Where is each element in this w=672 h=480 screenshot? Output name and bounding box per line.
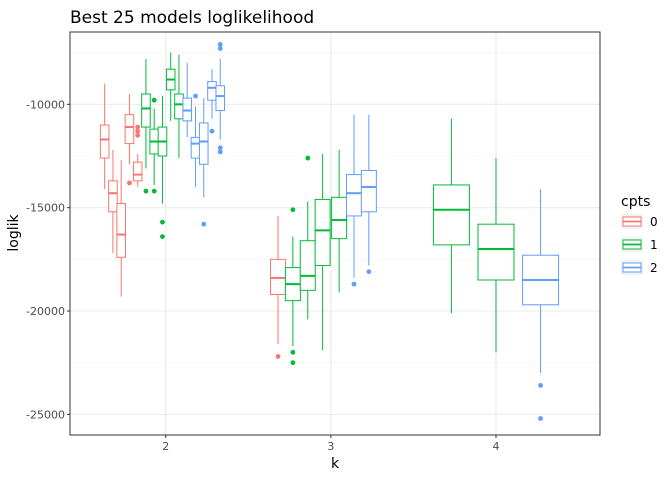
outlier-point [217, 149, 223, 155]
box-k3-cpts2 [345, 114, 362, 287]
chart-title: Best 25 models loglikelihood [70, 8, 314, 28]
box-k3-cpts1 [331, 149, 348, 293]
outlier-point [275, 354, 281, 359]
legend-label: 0 [650, 215, 658, 229]
outlier-point [143, 188, 149, 194]
box-body [182, 97, 193, 122]
outlier-point [217, 145, 223, 151]
outlier-point [193, 93, 198, 99]
box-k2-cpts0 [124, 94, 135, 186]
legend-entry-0: 0 [621, 214, 658, 229]
outlier-point [160, 219, 165, 225]
box-body [345, 174, 362, 217]
y-axis-ticks: -25000 -20000 -15000 -10000 [26, 98, 70, 421]
outlier-point [290, 360, 296, 366]
x-tick-label: 4 [492, 440, 499, 453]
y-axis-title: loglik [6, 213, 22, 251]
box-body [432, 184, 470, 246]
box-k2-cpts1 [174, 54, 184, 159]
box-k4-cpts2 [522, 189, 560, 421]
y-tick-label: -25000 [26, 408, 65, 421]
y-tick-label: -15000 [26, 202, 65, 215]
legend-label: 2 [650, 261, 658, 275]
y-tick-label: -10000 [26, 98, 65, 111]
box-body [124, 114, 135, 145]
box-k2-cpts2 [215, 42, 226, 155]
box-body [207, 81, 217, 101]
outlier-point [201, 221, 207, 227]
box-k2-cpts0 [132, 124, 143, 187]
x-tick-label: 3 [327, 440, 334, 453]
box-body [198, 122, 209, 165]
legend-entry-2: 2 [621, 260, 658, 275]
outlier-point [538, 416, 543, 421]
box-k2-cpts2 [198, 98, 209, 227]
box-body [174, 93, 184, 120]
legend-title: cpts [621, 194, 650, 210]
box-body [141, 93, 151, 128]
legend-entry-1: 1 [621, 237, 658, 252]
box-body [270, 258, 287, 295]
outlier-point [151, 97, 157, 103]
outlier-point [538, 383, 543, 388]
outlier-point [160, 234, 165, 240]
box-body [299, 240, 316, 291]
outlier-point [351, 281, 357, 287]
plot-panel-border [69, 31, 601, 436]
outlier-point [127, 180, 132, 186]
box-body [116, 203, 126, 258]
legend: cpts 0 1 2 [621, 194, 658, 275]
x-axis-ticks: 2 3 4 [162, 435, 499, 453]
box-k2-cpts2 [190, 93, 201, 187]
outlier-point [290, 349, 296, 355]
box-body [132, 161, 143, 182]
outlier-point [290, 207, 296, 213]
box-k4-cpts1 [432, 118, 470, 314]
outlier-point [151, 188, 157, 194]
outlier-point [305, 155, 311, 161]
outlier-point [135, 132, 141, 138]
box-k4-cpts1 [477, 158, 515, 353]
y-tick-label: -20000 [26, 305, 65, 318]
box-body [360, 169, 377, 213]
outlier-point [135, 128, 141, 134]
legend-label: 1 [650, 238, 658, 252]
box-body [331, 196, 348, 240]
box-body [108, 180, 118, 213]
outlier-point [135, 124, 141, 130]
box-k2-cpts1 [141, 58, 151, 194]
x-axis-title: k [331, 456, 340, 472]
box-body [215, 85, 226, 112]
box-k2-cpts1 [157, 96, 168, 240]
boxes [99, 42, 560, 421]
box-k2-cpts0 [108, 149, 118, 254]
box-k2-cpts0 [99, 83, 110, 190]
box-k3-cpts2 [360, 114, 377, 275]
box-k2-cpts1 [165, 52, 176, 121]
outlier-point [217, 46, 223, 51]
outlier-point [209, 128, 215, 134]
box-body [314, 198, 331, 267]
box-body [190, 136, 201, 159]
box-k2-cpts1 [149, 97, 160, 194]
box-k2-cpts2 [182, 63, 193, 138]
box-body [477, 223, 515, 281]
outlier-point [217, 42, 223, 47]
box-k2-cpts0 [116, 160, 126, 297]
x-tick-label: 2 [162, 440, 169, 453]
box-k3-cpts1 [299, 155, 316, 320]
box-k3-cpts1 [314, 153, 331, 351]
outlier-point [366, 269, 372, 275]
box-body [99, 124, 110, 159]
